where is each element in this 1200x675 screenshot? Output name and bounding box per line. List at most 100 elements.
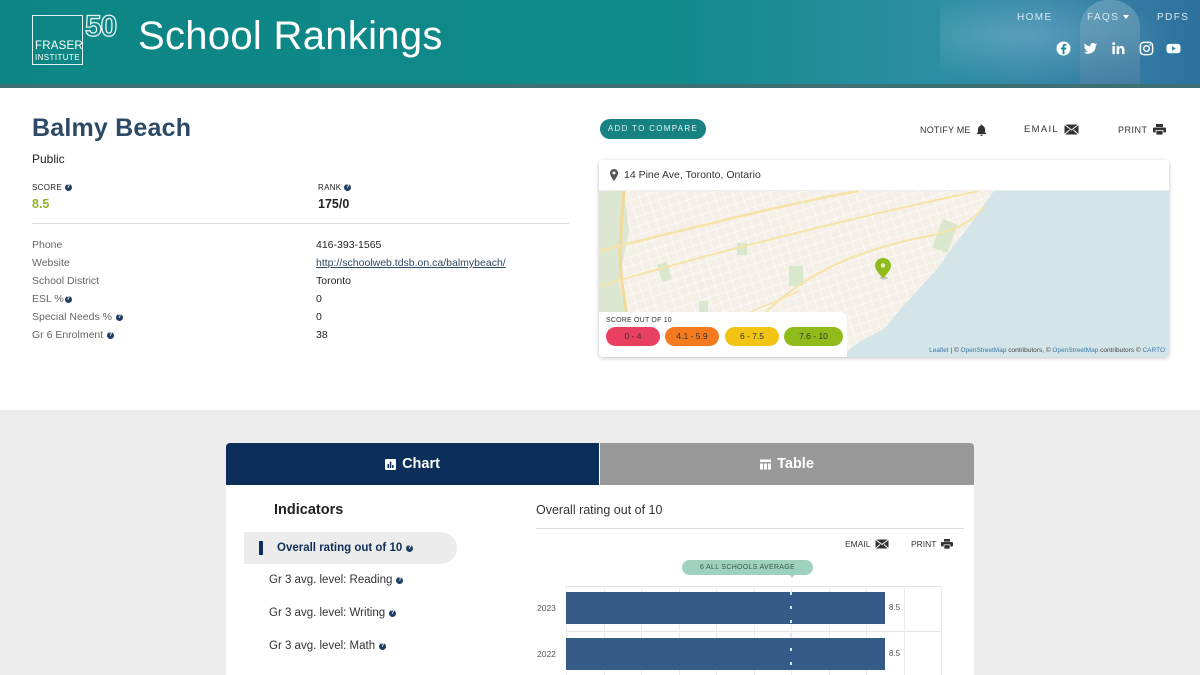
help-icon[interactable]: ?: [64, 184, 72, 191]
instagram-icon[interactable]: [1139, 41, 1154, 56]
attribution-text: contributors ©: [1098, 347, 1143, 354]
chart-email-button[interactable]: EMAIL: [845, 539, 889, 549]
website-link[interactable]: http://schoolweb.tdsb.on.ca/balmybeach/: [316, 257, 506, 269]
printer-icon: [1152, 124, 1166, 135]
school-type: Public: [32, 152, 65, 166]
notify-me-button[interactable]: NOTIFY ME: [920, 124, 987, 136]
school-marker-icon[interactable]: [875, 258, 891, 280]
nav-pdfs[interactable]: PDFS: [1157, 12, 1190, 23]
email-label: EMAIL: [1024, 124, 1060, 135]
bar-2022[interactable]: [566, 638, 885, 670]
print-label: PRINT: [1118, 124, 1148, 135]
active-marker: [259, 541, 263, 555]
nav-faqs[interactable]: FAQS: [1087, 12, 1130, 23]
legend-pill-4-6[interactable]: 4.1 - 5.9: [665, 327, 719, 346]
envelope-icon: [874, 539, 889, 549]
indicator-reading[interactable]: Gr 3 avg. level: Reading ?: [244, 564, 457, 596]
gridline: [603, 586, 605, 675]
printer-icon: [940, 539, 953, 549]
help-icon[interactable]: ?: [64, 295, 72, 303]
gridline: [866, 586, 867, 675]
gridline: [716, 586, 717, 675]
tab-chart[interactable]: Chart: [226, 443, 599, 485]
envelope-icon: [1064, 124, 1079, 135]
hero-figure: [1080, 0, 1140, 88]
indicator-label: Gr 3 avg. level: Writing: [269, 607, 386, 619]
help-icon[interactable]: ?: [389, 609, 397, 617]
address-text: 14 Pine Ave, Toronto, Ontario: [624, 169, 761, 181]
tab-table[interactable]: Table: [600, 443, 974, 485]
indicator-writing[interactable]: Gr 3 avg. level: Writing ?: [244, 597, 457, 629]
logo-frame: [32, 15, 83, 65]
help-icon[interactable]: ?: [396, 576, 404, 584]
carto-link[interactable]: CARTO: [1142, 347, 1165, 354]
map-card: 14 Pine Ave, Toronto, Ontario: [599, 160, 1169, 357]
help-icon[interactable]: ?: [406, 544, 414, 552]
youtube-icon[interactable]: [1166, 41, 1181, 56]
gridline: [566, 586, 567, 675]
twitter-icon[interactable]: [1083, 41, 1098, 56]
chart-print-button[interactable]: PRINT: [911, 539, 953, 549]
bar-chart-icon: [385, 458, 397, 470]
logo-text-institute: INSTITUTE: [35, 53, 80, 62]
map-pin-icon: [610, 169, 618, 181]
average-badge-pointer: [789, 574, 795, 578]
gridline: [903, 586, 905, 675]
detail-value-district: Toronto: [316, 275, 352, 287]
indicators-title: Indicators: [274, 502, 344, 518]
email-button[interactable]: EMAIL: [1024, 124, 1079, 135]
map-address-bar: 14 Pine Ave, Toronto, Ontario: [599, 160, 1169, 191]
logo-text-fraser: FRASER: [35, 40, 83, 52]
gridline: [678, 586, 680, 675]
indicator-overall-rating[interactable]: Overall rating out of 10 ?: [244, 532, 457, 564]
detail-label-text: Gr 6 Enrolment: [32, 329, 104, 341]
attribution-text: contributors, ©: [1006, 347, 1053, 354]
detail-label-district: School District: [32, 275, 99, 287]
help-icon[interactable]: ?: [379, 642, 387, 650]
detail-value-esl: 0: [316, 293, 322, 305]
indicator-math[interactable]: Gr 3 avg. level: Math ?: [244, 630, 457, 662]
rank-label: RANK ?: [318, 183, 352, 192]
nav-home[interactable]: HOME: [1017, 12, 1053, 23]
year-label: 2023: [537, 603, 556, 613]
bar-2023[interactable]: [566, 592, 885, 624]
hero-photo: [940, 0, 1200, 88]
osm-link[interactable]: OpenStreetMap: [1052, 347, 1099, 354]
score-value: 8.5: [32, 197, 50, 211]
year-label: 2022: [537, 649, 556, 659]
add-to-compare-button[interactable]: ADD TO COMPARE: [600, 119, 706, 139]
detail-label-text: Website: [32, 257, 70, 269]
detail-label-text: School District: [32, 275, 100, 287]
site-header: FRASER INSTITUTE 50 School Rankings HOME…: [0, 0, 1200, 88]
indicator-label: Gr 3 avg. level: Math: [269, 640, 376, 652]
average-reference-line: [790, 586, 792, 675]
chevron-down-icon: [1123, 15, 1130, 20]
divider: [536, 528, 964, 529]
help-icon[interactable]: ?: [115, 313, 123, 321]
facebook-icon[interactable]: [1056, 41, 1071, 56]
bar-value: 8.5: [889, 603, 901, 612]
legend-pill-0-4[interactable]: 0 - 4: [606, 327, 660, 346]
help-icon[interactable]: ?: [344, 184, 352, 191]
legend-pill-7-10[interactable]: 7.6 - 10: [784, 327, 843, 346]
chart-print-label: PRINT: [911, 539, 937, 549]
detail-label-phone: Phone: [32, 239, 62, 251]
notify-me-label: NOTIFY ME: [920, 125, 971, 135]
leaflet-link[interactable]: Leaflet: [929, 347, 949, 354]
detail-label-text: ESL %: [32, 293, 64, 305]
rank-label-text: RANK: [318, 183, 342, 192]
detail-label-special-needs: Special Needs %?: [32, 311, 123, 323]
legend-pill-6-7[interactable]: 6 - 7.5: [725, 327, 779, 346]
linkedin-icon[interactable]: [1111, 41, 1126, 56]
detail-label-enrolment: Gr 6 Enrolment?: [32, 329, 115, 341]
score-label-text: SCORE: [32, 183, 62, 192]
indicator-label: Overall rating out of 10: [277, 542, 403, 554]
osm-link[interactable]: OpenStreetMap: [960, 347, 1007, 354]
map-attribution: Leaflet | © OpenStreetMap contributors, …: [929, 347, 1165, 354]
detail-label-text: Special Needs %: [32, 311, 112, 323]
chart-email-label: EMAIL: [845, 539, 871, 549]
print-button[interactable]: PRINT: [1118, 124, 1166, 135]
detail-label-esl: ESL %?: [32, 293, 72, 305]
help-icon[interactable]: ?: [107, 331, 115, 339]
detail-value-phone: 416-393-1565: [316, 239, 382, 251]
